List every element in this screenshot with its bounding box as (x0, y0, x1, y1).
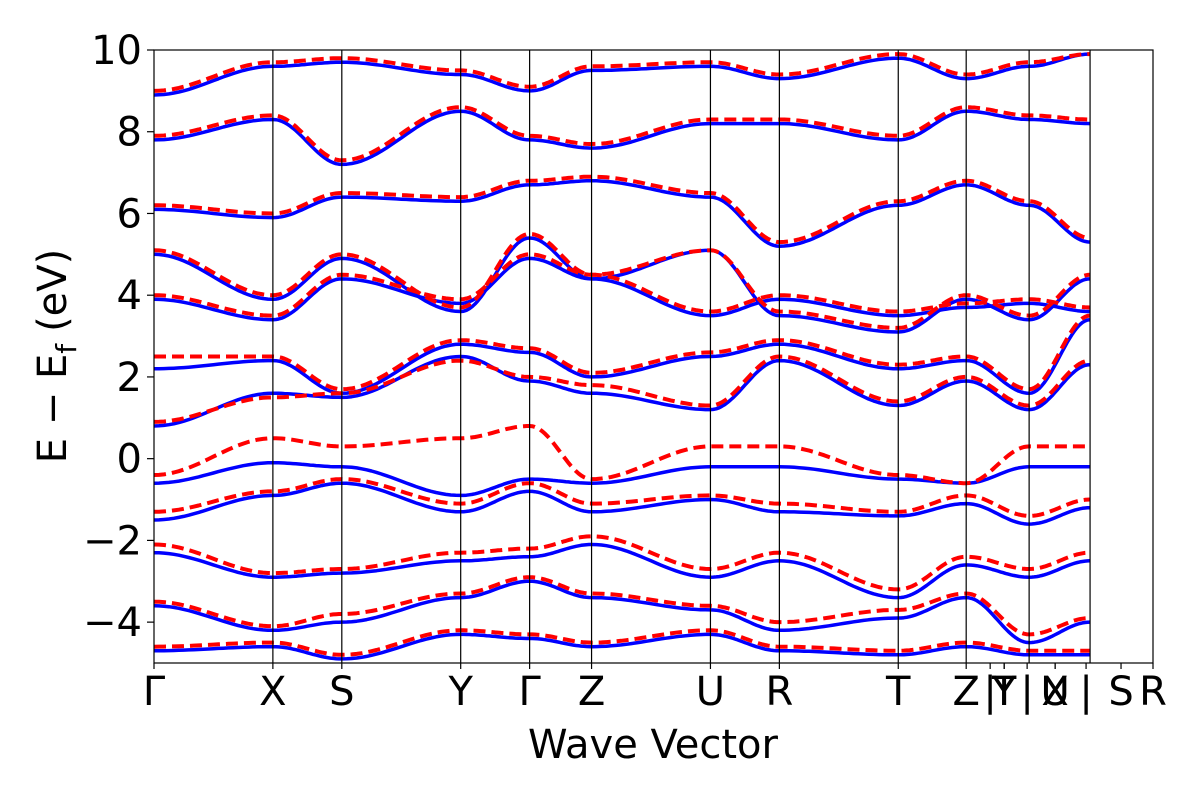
x-tick-label: T (991, 669, 1017, 715)
y-tick-label: −2 (83, 518, 142, 564)
x-tick-label: X (1041, 669, 1068, 715)
band-line-dashed (154, 313, 1091, 392)
y-tick-label: 8 (117, 110, 142, 156)
x-tick-label: S (329, 669, 354, 715)
band-line-dashed (154, 534, 1091, 592)
band-line-dashed (154, 231, 1091, 314)
band-line-dashed (154, 354, 1091, 424)
band-line-solid (154, 109, 1091, 167)
band-line-solid (154, 317, 1091, 396)
y-tick-label: 6 (117, 191, 142, 237)
x-tick-label: X (259, 669, 286, 715)
x-tick-label: Γ (518, 669, 541, 715)
x-tick-label: Z (952, 669, 979, 715)
y-axis-label-main: E − E (30, 354, 76, 464)
band-line-dashed (154, 628, 1091, 657)
band-line-solid (154, 579, 1091, 645)
x-tick-label: S (1108, 669, 1133, 715)
y-axis-label: E − Ef (eV) (30, 249, 83, 464)
band-line-solid (154, 179, 1091, 248)
y-tick-label: 10 (91, 28, 142, 74)
x-axis-label: Wave Vector (528, 722, 779, 768)
y-tick-label: 0 (117, 437, 142, 483)
band-line-dashed (154, 105, 1091, 163)
band-line-dashed (154, 477, 1091, 518)
x-tick-label: U (696, 669, 725, 715)
band-line-solid (154, 461, 1091, 498)
y-axis: −4 −2 0 2 4 6 8 10 (83, 28, 154, 646)
band-line-dashed (154, 174, 1091, 245)
band-lines (154, 52, 1091, 661)
x-tick-label: | (1079, 669, 1092, 715)
x-tick-label: Γ (143, 669, 166, 715)
x-tick-label: Y (991, 669, 1017, 715)
band-line-solid (154, 542, 1091, 600)
band-line-dashed (154, 424, 1091, 486)
plot-frame (153, 49, 1154, 664)
y-axis-label-unit: (eV) (30, 249, 76, 332)
x-tick-label: Z (578, 669, 605, 715)
band-line-dashed (154, 575, 1091, 637)
x-axis: Γ X S Y Γ Z U R T Z |YT | UX | S R (143, 663, 1167, 715)
y-tick-label: 2 (117, 355, 142, 401)
high-symmetry-lines (272, 50, 1091, 663)
band-line-solid (154, 354, 1091, 428)
x-tick-label: R (1139, 669, 1167, 715)
band-line-solid (154, 52, 1091, 97)
x-tick-label: T (885, 669, 911, 715)
band-line-solid (154, 481, 1091, 526)
band-line-solid (154, 632, 1091, 661)
x-tick-label: Y (447, 669, 473, 715)
band-line-solid (154, 236, 1091, 318)
band-line-solid (154, 248, 1091, 334)
x-tick-label: | (1020, 669, 1033, 715)
band-line-dashed (154, 52, 1091, 93)
y-tick-label: −4 (83, 600, 142, 646)
x-tick-label: R (765, 669, 793, 715)
y-axis-label-subscript: f (50, 343, 83, 354)
x-tick-label: | (983, 669, 996, 715)
x-tick-label: U (1040, 669, 1069, 715)
band-line-dashed (154, 248, 1091, 330)
y-tick-label: 4 (117, 273, 142, 319)
